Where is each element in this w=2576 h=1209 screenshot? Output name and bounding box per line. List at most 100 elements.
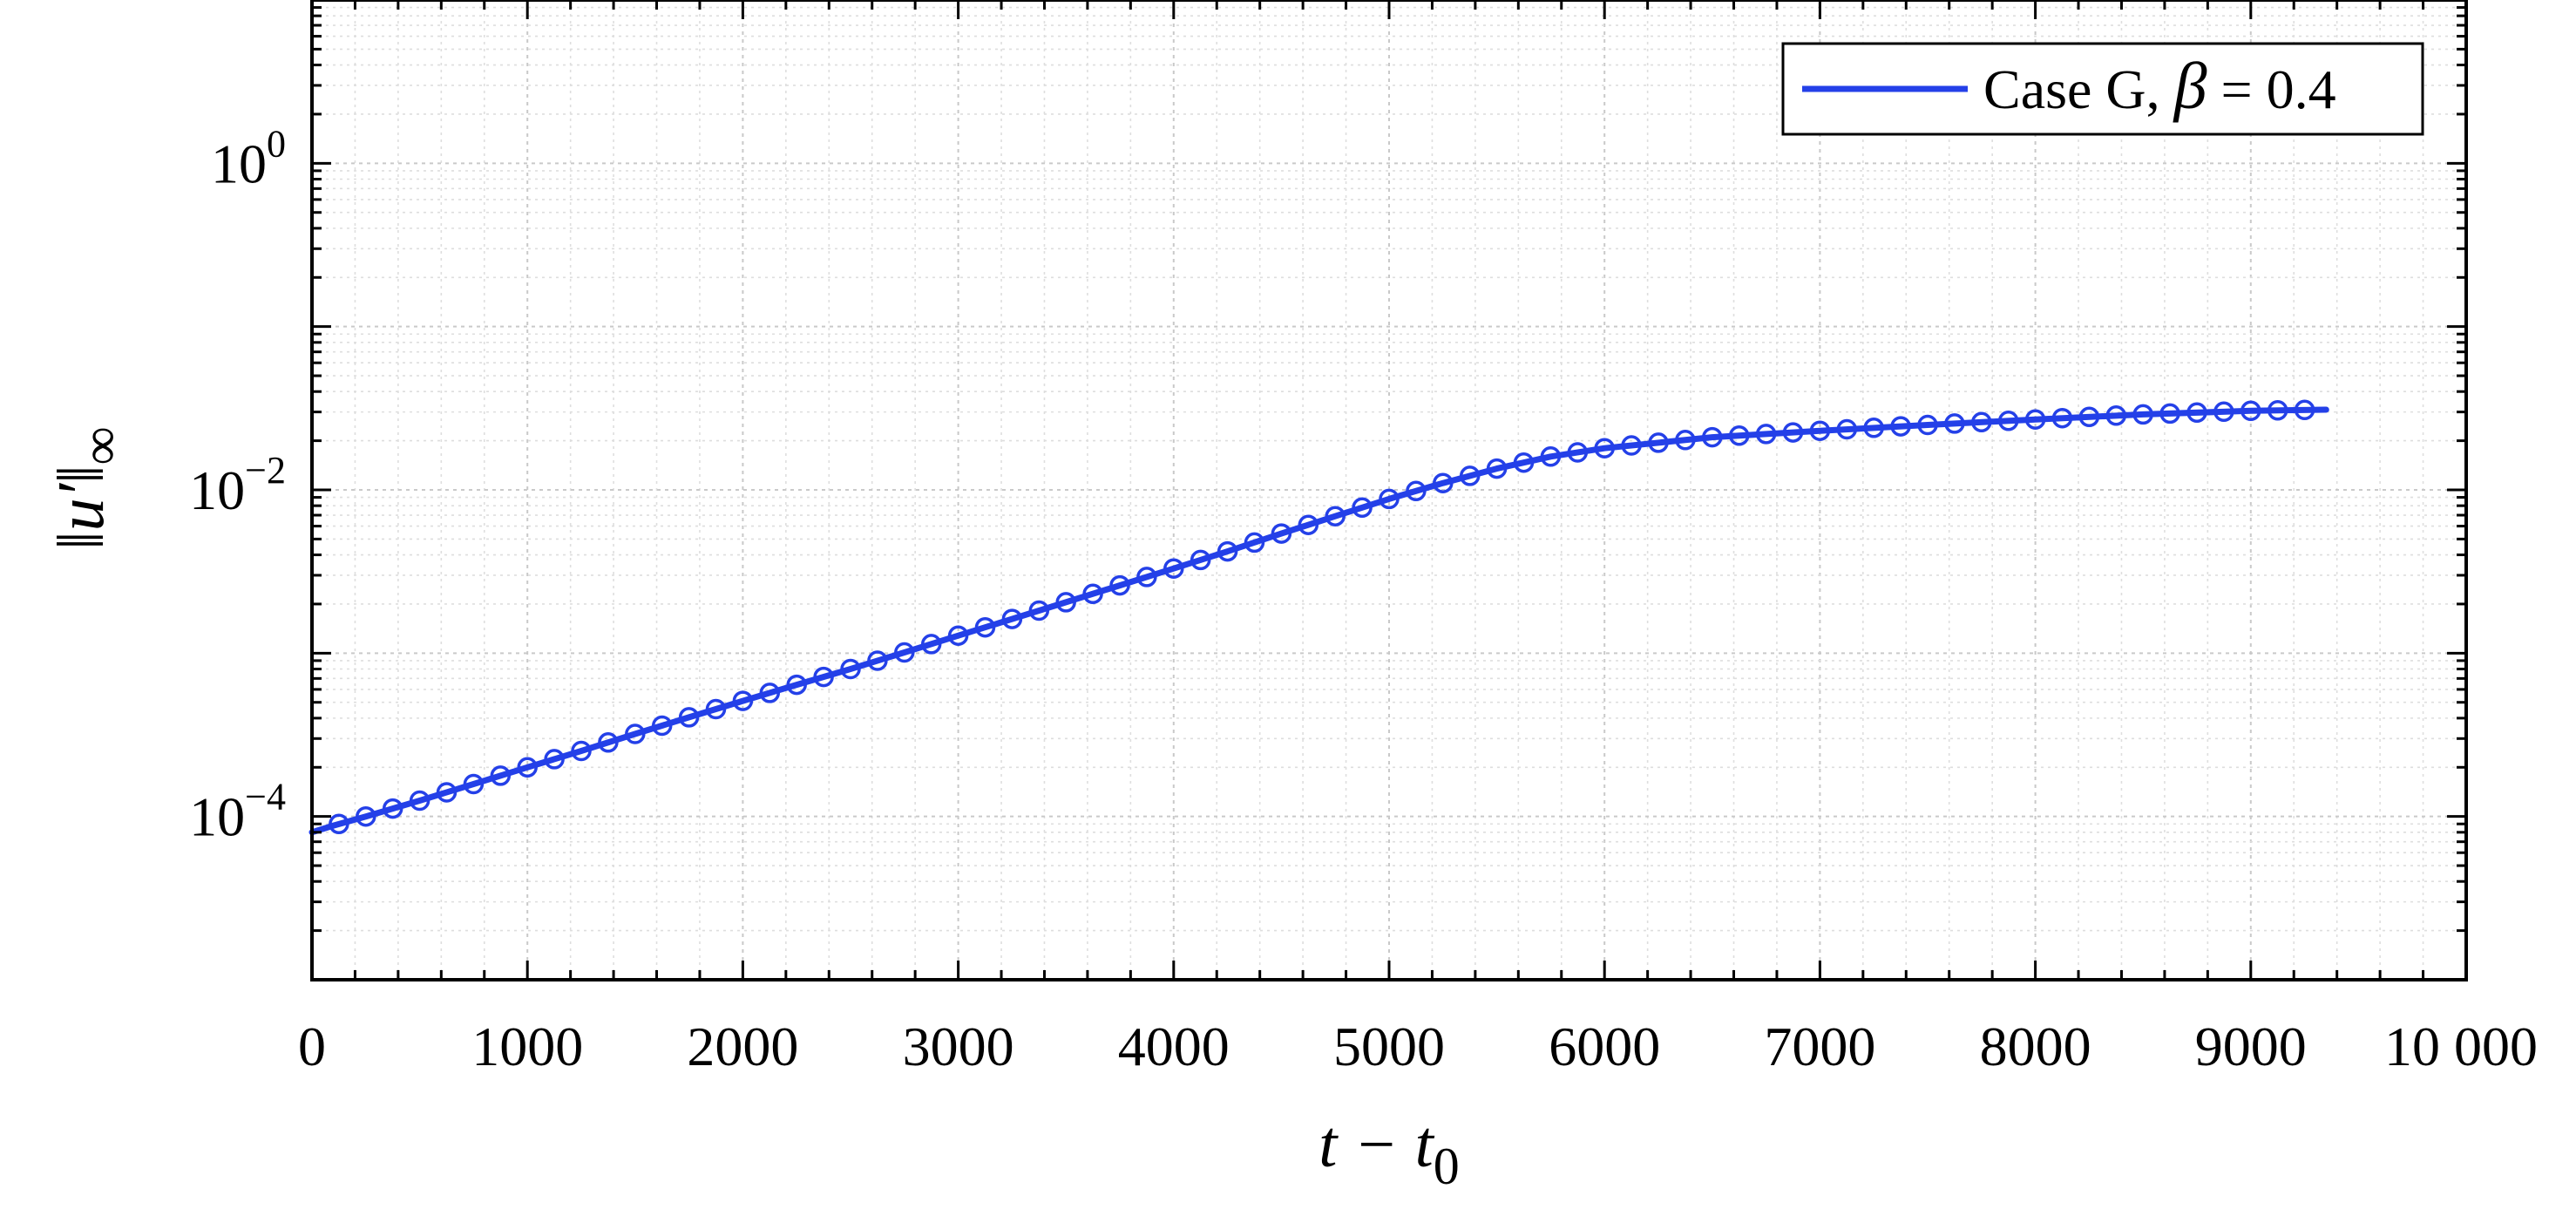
series-marker [1379, 488, 1400, 510]
series-marker [329, 813, 349, 835]
series-marker [2240, 400, 2261, 422]
series-marker [1540, 446, 1562, 467]
series-marker [1675, 430, 1696, 451]
tick-marks [310, 0, 2468, 981]
series-marker [1648, 432, 1669, 453]
series-marker [786, 674, 807, 696]
y-axis-title: ‖u′‖∞ [44, 426, 131, 550]
y-tick-label-exponent: 0 [267, 122, 286, 165]
x-tick-label: 6000 [1549, 1015, 1660, 1077]
series-marker [705, 698, 727, 720]
series-marker [436, 782, 458, 803]
series-marker [1459, 465, 1481, 486]
x-tick-label: 7000 [1764, 1015, 1875, 1077]
series-marker [1271, 523, 1292, 544]
x-tick-label: 9000 [2195, 1015, 2307, 1077]
x-tick-labels: 0 1000 2000 3000 4000 5000 6000 7000 8000 9000 10 … [298, 1015, 2538, 1077]
series-marker [409, 790, 430, 812]
legend-beta-symbol: β [2173, 50, 2207, 123]
series-marker [947, 625, 969, 646]
legend: Case G, β = 0.4 [1781, 42, 2424, 136]
x-tick-label: 0 [298, 1015, 326, 1077]
series-marker [2051, 407, 2073, 429]
x-tick-label: 1000 [471, 1015, 583, 1077]
series-marker [1028, 600, 1050, 621]
series-marker [2105, 405, 2127, 426]
y-tick-label-base: 10 [211, 132, 267, 194]
series-marker [894, 642, 915, 663]
series-marker [1190, 549, 1211, 571]
series-layer [308, 399, 2329, 836]
x-axis-title-main: t − t [1319, 1108, 1434, 1181]
series-marker [1001, 608, 1023, 629]
series-marker [490, 765, 512, 786]
x-tick-label: 3000 [903, 1015, 1014, 1077]
series-marker [382, 798, 403, 819]
y-tick-label: 10−2 [189, 449, 286, 521]
x-axis-title: t − t0 [1319, 1108, 1460, 1195]
series-marker [2267, 400, 2288, 421]
y-axis-title-subscript: ∞ [71, 426, 131, 465]
series-marker [1809, 420, 1831, 441]
series-marker [1728, 425, 1750, 446]
series-marker [1217, 540, 1238, 562]
series-marker [2186, 402, 2207, 424]
y-tick-label: 100 [211, 122, 286, 194]
series-marker [1163, 558, 1184, 579]
series-marker [920, 634, 942, 655]
x-axis-title-subscript: 0 [1434, 1138, 1460, 1195]
series-marker [2294, 399, 2315, 421]
series-marker [2132, 404, 2153, 425]
series-marker [759, 683, 781, 703]
y-tick-label-exponent: −2 [245, 449, 286, 492]
series-marker [732, 690, 754, 711]
series-marker [598, 732, 619, 753]
legend-beta-value: = 0.4 [2207, 58, 2335, 120]
series-marker [1971, 411, 1992, 433]
series-marker [571, 740, 592, 762]
series-marker [1782, 422, 1804, 443]
series-marker [1594, 438, 1615, 458]
series-marker [1513, 452, 1535, 473]
x-tick-label: 8000 [1980, 1015, 2091, 1077]
series-marker [840, 658, 861, 680]
series-marker [1136, 567, 1157, 588]
series-marker [1917, 414, 1938, 436]
y-tick-label-exponent: −4 [245, 776, 286, 818]
legend-series-name: Case G, [1983, 58, 2174, 120]
series-marker [2024, 409, 2046, 430]
series-marker [1325, 506, 1346, 526]
x-tick-label: 10 000 [2384, 1015, 2538, 1077]
grid [311, 0, 2467, 981]
series-marker [1109, 574, 1130, 596]
series-marker [678, 707, 700, 728]
series-marker [1567, 442, 1589, 463]
series-marker [2078, 406, 2100, 428]
y-tick-label-base: 10 [189, 786, 245, 848]
series-marker [1486, 458, 1508, 479]
series-marker [1621, 435, 1642, 456]
series-marker [813, 666, 834, 688]
series-marker [1298, 514, 1319, 535]
series-marker [1352, 497, 1373, 519]
x-tick-label: 5000 [1333, 1015, 1445, 1077]
series-marker [356, 805, 376, 827]
x-tick-label: 2000 [687, 1015, 798, 1077]
series-marker [1406, 480, 1427, 502]
series-marker [625, 723, 646, 744]
series-marker [1433, 472, 1454, 493]
series-marker [463, 773, 485, 795]
series-marker [651, 715, 673, 737]
y-axis-title-main: ‖u′‖ [44, 465, 118, 549]
series-marker [1890, 416, 1911, 437]
series-marker [1702, 426, 1723, 448]
series-marker [1755, 424, 1777, 445]
series-marker [2159, 403, 2180, 425]
series-marker [1836, 418, 1858, 440]
legend-entry-label: Case G, β = 0.4 [1983, 50, 2336, 123]
series-marker [2213, 401, 2234, 423]
series-marker [517, 757, 538, 778]
series-marker [1997, 411, 2019, 431]
series-marker [1055, 592, 1076, 613]
